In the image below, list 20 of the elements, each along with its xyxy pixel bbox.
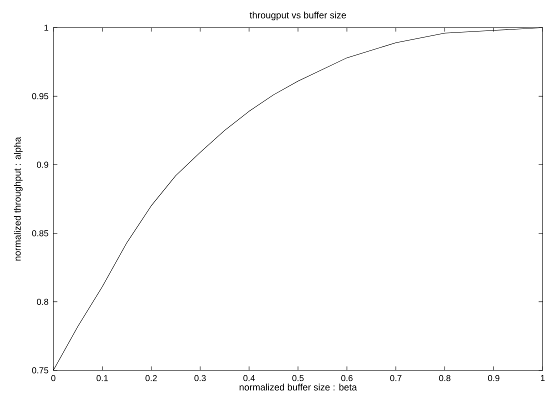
x-axis-title: normalized buffer size : beta [240,384,357,391]
y-tick-label: 0.85 [32,230,48,236]
y-tick-label: 0.75 [32,367,48,374]
y-tick-label: 0.9 [36,162,48,168]
x-tick-label: 0.5 [292,375,304,382]
x-tick-label: 0.3 [194,375,206,382]
x-tick-label: 1 [540,375,545,382]
x-tick-label: 0.6 [341,375,353,382]
y-tick-label: 0.95 [32,93,48,100]
x-tick-label: 0.8 [439,375,450,382]
x-tick-label: 0.9 [488,375,500,382]
x-tick-label: 0.2 [146,375,157,382]
x-tick-label: 0.4 [243,375,255,382]
y-tick-label: 0.8 [36,298,48,305]
chart-title: througput vs buffer size [250,12,346,20]
x-tick-label: 0.7 [390,375,402,382]
x-tick-label: 0.1 [96,375,108,382]
x-tick-label: 0 [51,375,56,382]
y-tick-label: 1 [44,24,48,31]
y-axis-title: normalized throughput : alpha [14,136,23,261]
